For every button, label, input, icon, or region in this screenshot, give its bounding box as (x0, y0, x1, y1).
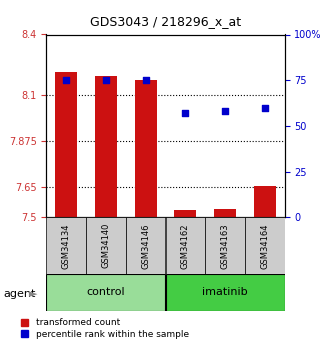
Bar (126, 217, 166, 274)
Bar (174, 210, 196, 217)
Bar (245, 217, 285, 274)
Bar (166, 274, 285, 310)
Bar (46, 274, 166, 310)
Text: ►: ► (29, 289, 38, 299)
Text: GSM34134: GSM34134 (62, 223, 71, 268)
Text: control: control (87, 287, 125, 297)
Point (183, 110, 188, 116)
Text: imatinib: imatinib (202, 287, 248, 297)
Text: GSM34140: GSM34140 (101, 223, 111, 268)
Bar (95, 76, 117, 217)
Text: GDS3043 / 218296_x_at: GDS3043 / 218296_x_at (90, 16, 241, 29)
Text: GSM34163: GSM34163 (220, 223, 230, 269)
Text: GSM34146: GSM34146 (141, 223, 150, 268)
Bar (254, 186, 276, 217)
Bar (86, 217, 126, 274)
Point (103, 77, 109, 83)
Legend: transformed count, percentile rank within the sample: transformed count, percentile rank withi… (21, 318, 189, 339)
Point (262, 105, 267, 110)
Text: GSM34162: GSM34162 (181, 223, 190, 268)
Point (64, 77, 69, 83)
Bar (214, 209, 236, 217)
Bar (55, 72, 77, 217)
Bar (205, 217, 245, 274)
Point (143, 77, 148, 83)
Text: GSM34164: GSM34164 (260, 223, 269, 268)
Point (222, 109, 228, 114)
Bar (166, 217, 205, 274)
Bar (135, 80, 157, 217)
Bar (46, 217, 86, 274)
Text: agent: agent (3, 289, 36, 299)
